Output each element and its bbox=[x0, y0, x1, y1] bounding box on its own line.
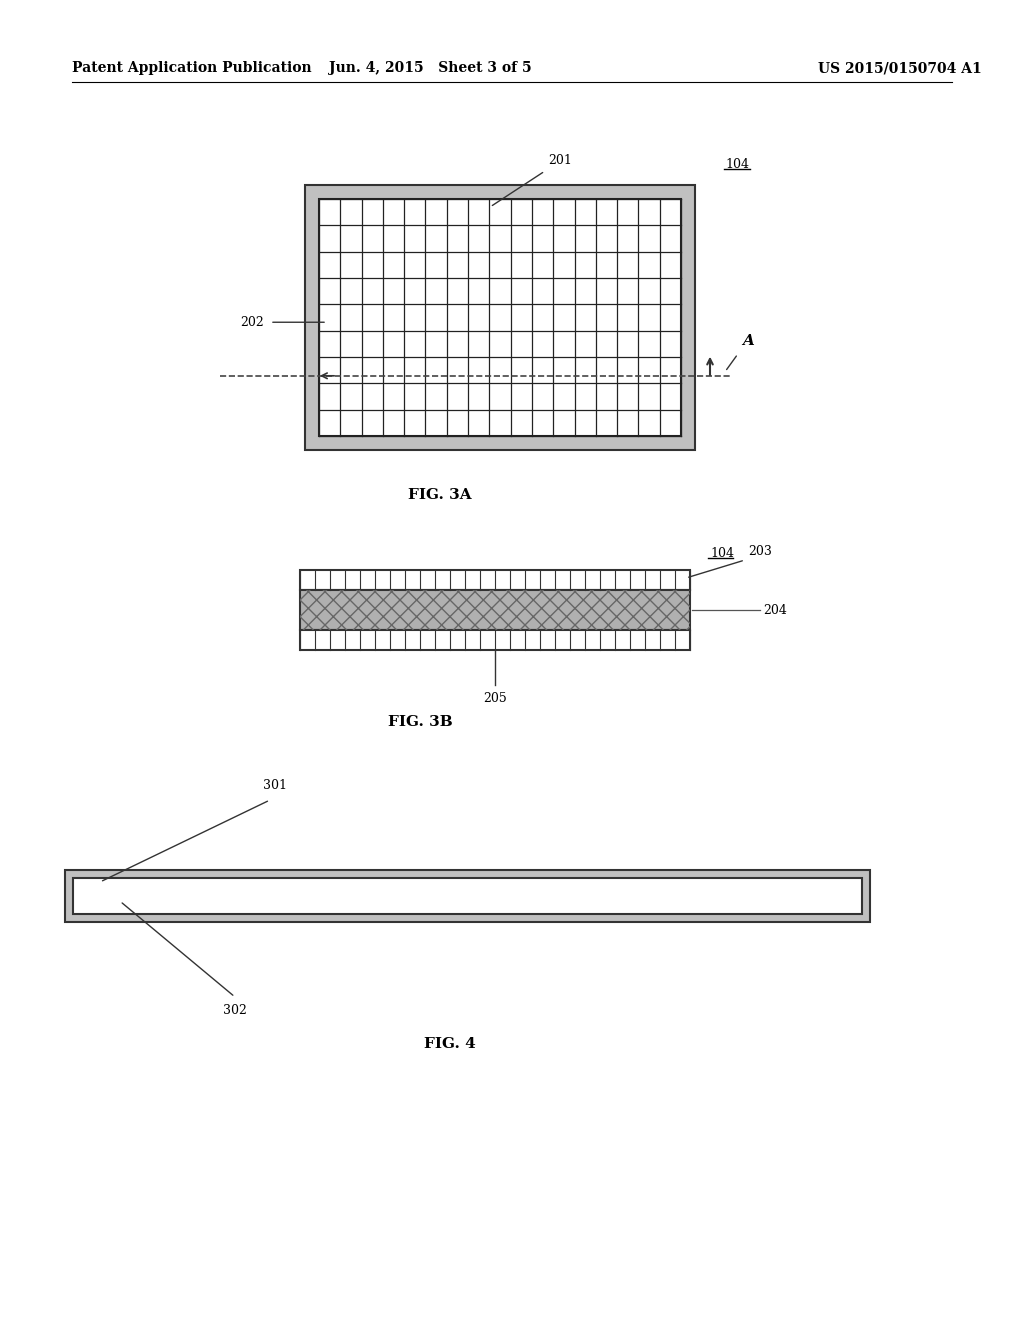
Text: 104: 104 bbox=[710, 546, 734, 560]
Text: 201: 201 bbox=[548, 154, 571, 168]
Text: Patent Application Publication: Patent Application Publication bbox=[72, 61, 311, 75]
Text: 203: 203 bbox=[748, 545, 772, 558]
Bar bbox=[300, 630, 690, 649]
Text: FIG. 4: FIG. 4 bbox=[424, 1038, 476, 1051]
Bar bbox=[319, 199, 681, 436]
Text: FIG. 3B: FIG. 3B bbox=[388, 715, 453, 729]
Text: 202: 202 bbox=[241, 315, 264, 329]
Bar bbox=[300, 570, 690, 590]
Text: 104: 104 bbox=[725, 158, 749, 172]
Bar bbox=[73, 878, 862, 913]
Text: FIG. 3A: FIG. 3A bbox=[409, 488, 472, 502]
Bar bbox=[300, 590, 690, 630]
Text: 205: 205 bbox=[483, 692, 507, 705]
Text: 204: 204 bbox=[763, 603, 786, 616]
Bar bbox=[300, 590, 690, 630]
Bar bbox=[65, 870, 870, 921]
Text: Jun. 4, 2015   Sheet 3 of 5: Jun. 4, 2015 Sheet 3 of 5 bbox=[329, 61, 531, 75]
Text: 301: 301 bbox=[263, 779, 287, 792]
Bar bbox=[305, 185, 695, 450]
Text: US 2015/0150704 A1: US 2015/0150704 A1 bbox=[818, 61, 982, 75]
Text: A: A bbox=[742, 334, 754, 347]
Text: 302: 302 bbox=[223, 1005, 247, 1016]
